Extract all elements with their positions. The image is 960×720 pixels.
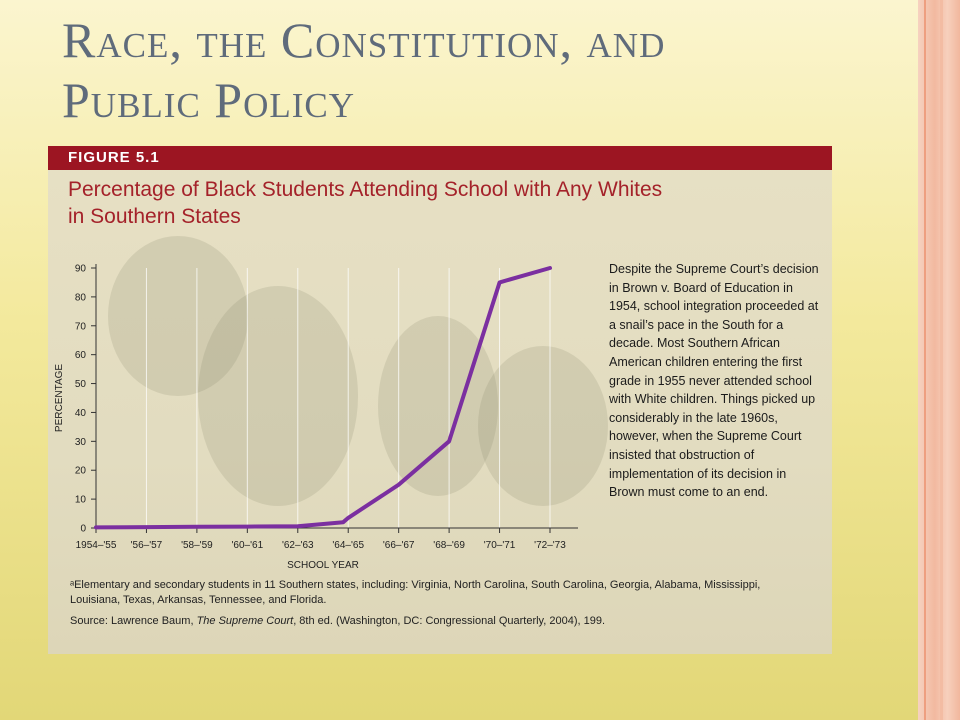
source-prefix: Source: Lawrence Baum, <box>70 615 197 627</box>
x-tick-label: '58–'59 <box>181 540 213 551</box>
line-chart: 0 10 20 30 40 50 60 70 80 90 1954–'55 '56–'57 '58–'5… <box>54 264 578 571</box>
figure-header-bar: FIGURE 5.1 <box>48 146 832 170</box>
x-tick-label: '68–'69 <box>433 540 465 551</box>
strip-line <box>924 0 926 720</box>
background-photo-shade <box>198 286 358 506</box>
figure-source: Source: Lawrence Baum, The Supreme Court… <box>70 614 810 629</box>
slide-title-line-2: Public Policy <box>62 72 356 128</box>
y-tick-label: 60 <box>75 350 87 361</box>
y-tick-label: 0 <box>80 524 86 535</box>
data-series-line <box>94 266 552 530</box>
y-tick-label: 80 <box>75 292 87 303</box>
x-tick-label: '60–'61 <box>232 540 264 551</box>
background-photo-shade <box>108 236 248 396</box>
figure-title-line-1: Percentage of Black Students Attending S… <box>68 178 663 201</box>
x-tick-label: '70–'71 <box>484 540 516 551</box>
slide-title: Race, the Constitution, and Public Polic… <box>62 10 862 130</box>
x-axis-label: SCHOOL YEAR <box>287 560 359 571</box>
x-tick-label: '64–'65 <box>332 540 364 551</box>
figure-footnote: ᵃElementary and secondary students in 11… <box>70 579 761 606</box>
figure-title-line-2: in Southern States <box>68 205 241 228</box>
x-tick-label: '62–'63 <box>282 540 314 551</box>
strip-line <box>940 0 943 720</box>
y-tick-label: 10 <box>75 495 87 506</box>
y-axis-label: PERCENTAGE <box>54 364 65 432</box>
x-tick-label: '56–'57 <box>131 540 163 551</box>
source-title: The Supreme Court <box>196 615 294 627</box>
slide-title-line-1: Race, the Constitution, and <box>62 12 666 68</box>
x-tick-label: '72–'73 <box>534 540 566 551</box>
x-tick-label: 1954–'55 <box>76 540 117 551</box>
x-tick-label: '66–'67 <box>383 540 415 551</box>
y-tick-label: 40 <box>75 408 87 419</box>
y-tick-label: 90 <box>75 264 87 275</box>
y-tick-label: 30 <box>75 437 87 448</box>
figure-label: FIGURE 5.1 <box>68 149 160 166</box>
y-tick-label: 50 <box>75 379 87 390</box>
y-tick-label: 70 <box>75 321 87 332</box>
figure-description: Despite the Supreme Court’s decision in … <box>609 262 819 500</box>
figure-panel: FIGURE 5.1 Percentage of Black Students … <box>48 146 832 654</box>
figure-title: Percentage of Black Students Attending S… <box>68 176 768 230</box>
y-tick-label: 20 <box>75 466 87 477</box>
decorative-side-strip <box>918 0 960 720</box>
source-suffix: , 8th ed. (Washington, DC: Congressional… <box>293 615 606 627</box>
